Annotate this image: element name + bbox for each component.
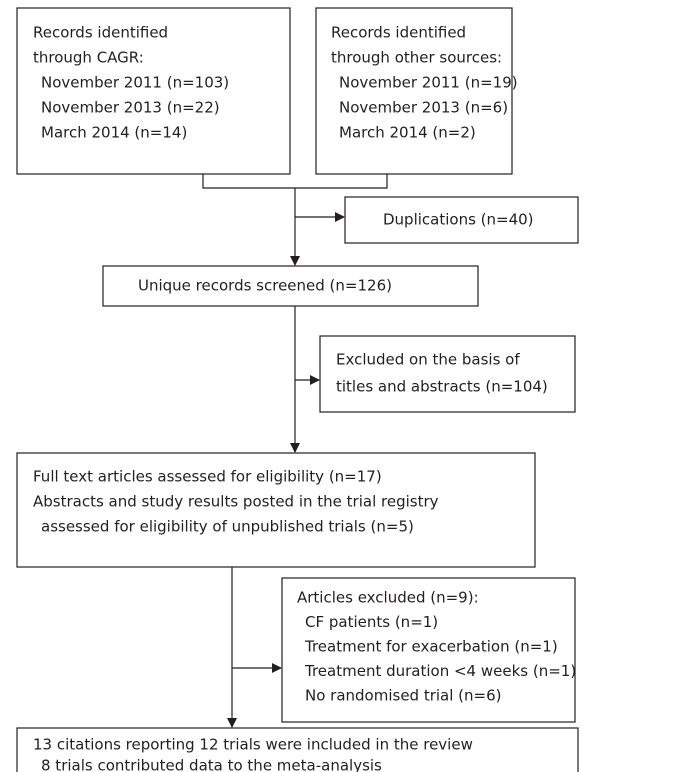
flow-box [281, 577, 576, 723]
box-text: Duplications (n=40) [383, 211, 534, 229]
flow-box [16, 7, 291, 175]
box-text: March 2014 (n=14) [41, 124, 187, 142]
box-text: November 2013 (n=6) [339, 99, 508, 117]
box-text: 8 trials contributed data to the meta-an… [41, 757, 382, 772]
box-text: November 2013 (n=22) [41, 99, 220, 117]
box-text: Full text articles assessed for eligibil… [33, 468, 382, 486]
box-text: Excluded on the basis of [336, 351, 520, 369]
box-text: through other sources: [331, 49, 502, 67]
flow-box [319, 335, 576, 413]
flow-box [16, 727, 579, 772]
box-text: March 2014 (n=2) [339, 124, 476, 142]
box-text: through CAGR: [33, 49, 144, 67]
box-text: assessed for eligibility of unpublished … [41, 518, 414, 536]
box-text: titles and abstracts (n=104) [336, 378, 548, 396]
flow-box [102, 265, 479, 307]
box-text: November 2011 (n=103) [41, 74, 229, 92]
flow-box [16, 452, 536, 568]
box-text: No randomised trial (n=6) [305, 687, 502, 705]
box-text: Articles excluded (n=9): [297, 589, 479, 607]
box-text: Records identified [33, 24, 168, 42]
flow-box [344, 196, 579, 244]
box-text: CF patients (n=1) [305, 613, 438, 631]
box-text: November 2011 (n=19) [339, 74, 518, 92]
box-text: 13 citations reporting 12 trials were in… [33, 736, 473, 754]
box-text: Unique records screened (n=126) [138, 277, 392, 295]
box-text: Abstracts and study results posted in th… [33, 493, 439, 511]
flow-box [315, 7, 513, 175]
box-text: Treatment for exacerbation (n=1) [304, 638, 558, 656]
box-text: Treatment duration <4 weeks (n=1) [304, 662, 576, 680]
box-text: Records identified [331, 24, 466, 42]
merge-bracket [202, 174, 388, 189]
